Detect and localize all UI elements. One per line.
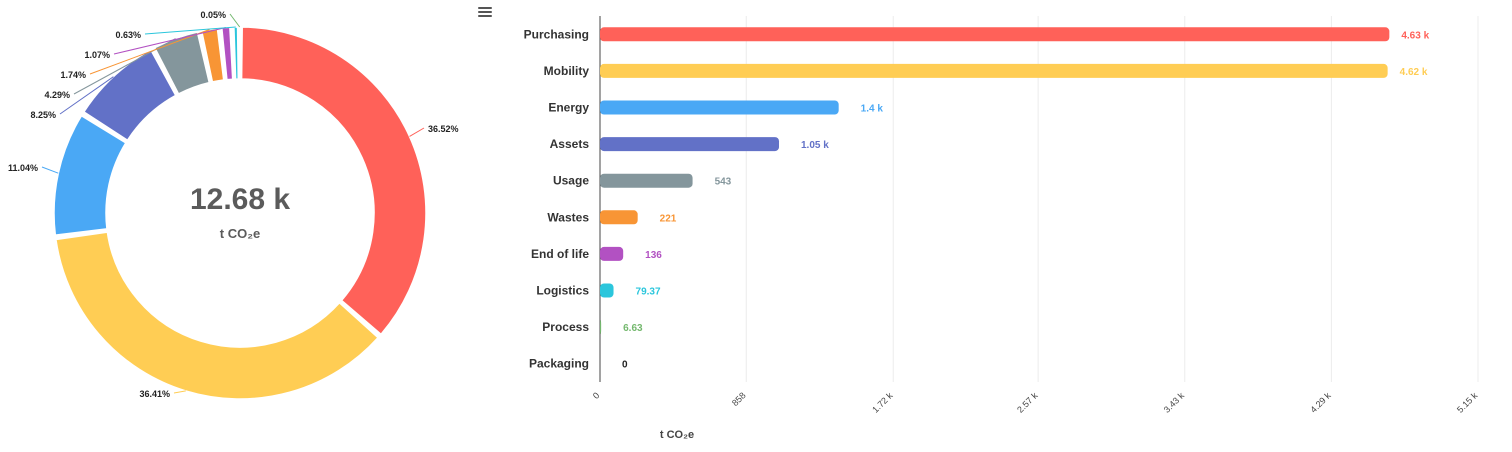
- donut-leader-line: [229, 13, 241, 28]
- x-tick-label: 5.15 k: [1455, 390, 1480, 415]
- donut-slice-logistics[interactable]: [233, 26, 239, 80]
- donut-leader-line: [73, 38, 176, 95]
- donut-leader-line: [113, 27, 226, 55]
- x-tick-label: 3.43 k: [1162, 390, 1187, 415]
- donut-slice-purchasing[interactable]: [240, 26, 427, 336]
- bar-value-label: 79.37: [636, 287, 661, 298]
- donut-percent-label: 0.05%: [200, 10, 226, 20]
- donut-slice-energy[interactable]: [53, 114, 127, 236]
- donut-percent-label: 8.25%: [30, 110, 56, 120]
- donut-leader-line: [409, 127, 425, 137]
- bar-purchasing[interactable]: [600, 27, 1390, 42]
- x-tick-label: 0: [591, 390, 602, 401]
- donut-leader-line: [144, 26, 236, 35]
- bar-category-label: Process: [542, 320, 589, 334]
- donut-slice-mobility[interactable]: [55, 231, 379, 400]
- bar-end-of-life[interactable]: [600, 246, 624, 261]
- donut-percent-label: 36.41%: [139, 389, 170, 399]
- bar-mobility[interactable]: [600, 63, 1388, 78]
- donut-chart: 36.52% 36.41% 11.04% 8.25% 4.29% 1.74% 1.07% 0.…: [8, 10, 459, 400]
- donut-percent-label: 1.74%: [60, 70, 86, 80]
- donut-leader-line: [41, 166, 59, 174]
- bar-category-label: Purchasing: [524, 27, 589, 41]
- donut-percent-label: 0.63%: [115, 30, 141, 40]
- donut-slice-assets[interactable]: [83, 49, 177, 141]
- donut-percent-label: 4.29%: [44, 90, 70, 100]
- bar-value-label: 4.62 k: [1400, 67, 1428, 78]
- x-axis-title: t CO₂e: [660, 429, 694, 441]
- bar-value-label: 1.05 k: [801, 140, 829, 151]
- donut-leader-line: [173, 390, 186, 394]
- bar-value-label: 4.63 k: [1401, 30, 1429, 41]
- chart-menu-icon[interactable]: [478, 5, 492, 17]
- bar-value-label: 136: [645, 250, 662, 261]
- bar-value-label: 221: [660, 213, 677, 224]
- donut-percent-label: 1.07%: [84, 50, 110, 60]
- donut-leader-line: [59, 76, 114, 115]
- bar-category-label: Energy: [548, 101, 589, 115]
- bar-assets[interactable]: [600, 137, 780, 152]
- donut-percent-label: 11.04%: [8, 163, 38, 173]
- bar-chart: Purchasing 4.63 k Mobility 4.62 k Energy 1.4 …: [524, 16, 1480, 441]
- bar-value-label: 0: [622, 360, 628, 371]
- bar-energy[interactable]: [600, 100, 839, 115]
- bar-value-label: 6.63: [623, 323, 643, 334]
- bar-value-label: 543: [715, 177, 732, 188]
- bar-value-label: 1.4 k: [861, 104, 884, 115]
- bar-category-label: End of life: [531, 247, 589, 261]
- bar-usage[interactable]: [600, 173, 693, 188]
- bar-category-label: Assets: [550, 137, 590, 151]
- donut-total-unit: t CO₂e: [219, 226, 261, 241]
- x-tick-label: 858: [730, 390, 748, 408]
- donut-leader-line: [89, 29, 210, 75]
- x-tick-label: 1.72 k: [870, 390, 895, 415]
- bar-category-label: Logistics: [536, 284, 589, 298]
- bar-logistics[interactable]: [600, 283, 614, 298]
- bar-category-label: Wastes: [547, 210, 589, 224]
- donut-total-value: 12.68 k: [189, 183, 291, 216]
- bar-category-label: Mobility: [544, 64, 590, 78]
- bar-category-label: Packaging: [529, 357, 589, 371]
- donut-percent-label: 36.52%: [428, 124, 459, 134]
- bar-process[interactable]: [600, 320, 602, 335]
- bar-category-label: Usage: [553, 174, 589, 188]
- x-tick-label: 2.57 k: [1015, 390, 1040, 415]
- x-tick-label: 4.29 k: [1308, 390, 1333, 415]
- bar-wastes[interactable]: [600, 210, 638, 225]
